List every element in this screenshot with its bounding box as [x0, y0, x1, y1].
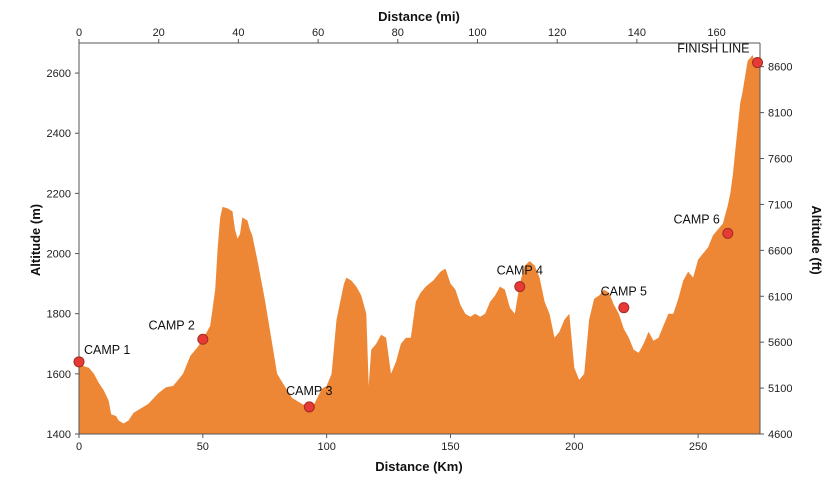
camp-label: CAMP 1 [84, 343, 130, 357]
x2-tick-label: 100 [468, 27, 486, 39]
y2-tick-label: 7600 [768, 154, 792, 166]
x2-axis-title: Distance (mi) [378, 9, 460, 24]
x2-tick-label: 120 [548, 27, 566, 39]
x-tick-label: 100 [317, 441, 335, 453]
plot-area [79, 55, 760, 434]
camp-marker [303, 401, 315, 413]
camp-label: FINISH LINE [677, 42, 749, 56]
y2-tick-label: 4600 [768, 429, 792, 441]
x-tick-label: 150 [441, 441, 459, 453]
elevation-area [79, 55, 760, 434]
y-tick-label: 2600 [47, 68, 71, 80]
x-tick-label: 50 [197, 441, 209, 453]
y2-tick-label: 8100 [768, 108, 792, 120]
x2-tick-label: 60 [312, 27, 324, 39]
y-tick-label: 2200 [47, 188, 71, 200]
camp-marker [73, 356, 85, 368]
axes [75, 39, 764, 438]
y-tick-label: 1400 [47, 429, 71, 441]
camp-markers: CAMP 1 CAMP 2 CAMP 3 CAMP 4 CAMP 5 CAMP 6 FINI… [73, 42, 764, 413]
x2-tick-label: 0 [76, 27, 82, 39]
y-tick-label: 1600 [47, 369, 71, 381]
y-tick-label: 2000 [47, 249, 71, 261]
camp-label: CAMP 5 [601, 285, 647, 299]
camp-marker [618, 302, 630, 314]
x2-tick-label: 20 [153, 27, 165, 39]
x-axis-title: Distance (Km) [375, 459, 462, 474]
y2-tick-label: 6100 [768, 291, 792, 303]
camp-label: CAMP 4 [497, 264, 543, 278]
camp-label: CAMP 2 [148, 318, 194, 332]
x2-tick-label: 160 [707, 27, 725, 39]
y2-tick-label: 7100 [768, 199, 792, 211]
tick-labels: 0 50 100 150 200 250 0 20 40 60 80 100 120 140 160 1400… [47, 27, 793, 453]
x2-tick-label: 80 [392, 27, 404, 39]
camp-marker [197, 333, 209, 345]
y2-axis-title: Altitude (ft) [809, 205, 824, 274]
y2-tick-label: 8600 [768, 62, 792, 74]
camp-marker [514, 281, 526, 293]
y2-tick-label: 5100 [768, 383, 792, 395]
camp-label: CAMP 3 [286, 384, 332, 398]
x-tick-label: 0 [76, 441, 82, 453]
y2-tick-label: 6600 [768, 245, 792, 257]
x-tick-label: 200 [565, 441, 583, 453]
camp-marker [722, 227, 734, 239]
y-tick-label: 2400 [47, 128, 71, 140]
x-tick-label: 250 [689, 441, 707, 453]
camp-label: CAMP 6 [673, 212, 719, 226]
y2-tick-label: 5600 [768, 337, 792, 349]
y-axis-title: Altitude (m) [28, 204, 43, 276]
x2-tick-label: 140 [628, 27, 646, 39]
x2-tick-label: 40 [232, 27, 244, 39]
y-tick-label: 1800 [47, 309, 71, 321]
camp-marker [752, 57, 764, 69]
